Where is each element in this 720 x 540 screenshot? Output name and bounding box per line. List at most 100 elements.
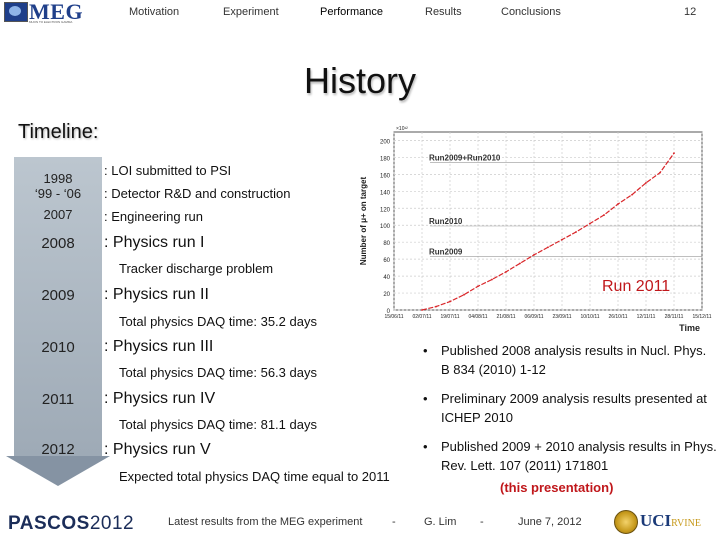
x-tick-label: 23/09/11 bbox=[552, 314, 571, 320]
year-2010: 2010 bbox=[41, 339, 75, 356]
annotation-run2009: Run2009 bbox=[429, 248, 463, 257]
bullet-dot-icon: • bbox=[423, 439, 428, 454]
series-point bbox=[659, 171, 661, 174]
timeline-text-2007: : Engineering run bbox=[104, 209, 204, 224]
footer-date: June 7, 2012 bbox=[518, 516, 582, 528]
series-point bbox=[491, 278, 493, 281]
footer-talk-title: Latest results from the MEG experiment bbox=[168, 516, 363, 528]
series-point bbox=[477, 285, 479, 288]
year-2011: 2011 bbox=[41, 391, 75, 408]
timeline-text-2012: : Physics run V bbox=[104, 441, 211, 458]
y-tick-label: 40 bbox=[383, 275, 390, 281]
year-2009: 2009 bbox=[41, 287, 75, 304]
year-2007: 2007 bbox=[43, 207, 73, 222]
x-tick-label: 10/10/11 bbox=[580, 314, 599, 320]
year-99-06: ‘99 - ‘06 bbox=[34, 186, 82, 201]
y-tick-label: 140 bbox=[380, 190, 391, 196]
page-number: 12 bbox=[684, 6, 697, 18]
nav-experiment[interactable]: Experiment bbox=[223, 6, 279, 18]
run-2011-label: Run 2011 bbox=[602, 278, 671, 295]
x-tick-label: 28/11/11 bbox=[665, 314, 684, 320]
pascos-logo-year: 2012 bbox=[89, 513, 135, 534]
footer-separator: - bbox=[392, 516, 396, 528]
y-tick-label: 120 bbox=[380, 207, 391, 213]
this-presentation-note: (this presentation) bbox=[500, 480, 614, 495]
timeline-note-2012: Expected total physics DAQ time equal to… bbox=[119, 469, 390, 484]
y-axis-exponent: ×10¹² bbox=[396, 126, 408, 132]
series-point bbox=[561, 238, 563, 241]
plot-frame bbox=[393, 131, 703, 311]
x-tick-label: 26/10/11 bbox=[608, 314, 627, 320]
bullet-dot-icon: • bbox=[423, 343, 428, 358]
x-tick-label: 12/11/11 bbox=[637, 314, 656, 320]
nav-conclusions[interactable]: Conclusions bbox=[501, 6, 561, 18]
muons-on-target-chart: 0 20 40 60 80 100 120 140 160 180 200 15/06/11 02/07… bbox=[359, 126, 712, 333]
year-1998: 1998 bbox=[43, 171, 73, 186]
series-point bbox=[519, 262, 521, 265]
x-axis-label: Time bbox=[679, 323, 700, 333]
year-2012: 2012 bbox=[41, 441, 75, 458]
timeline-text-99-06: : Detector R&D and construction bbox=[104, 186, 291, 201]
y-tick-label: 160 bbox=[380, 173, 391, 179]
timeline-text-2011: : Physics run IV bbox=[104, 390, 216, 407]
timeline-note-2008: Tracker discharge problem bbox=[119, 261, 274, 276]
nav-motivation[interactable]: Motivation bbox=[129, 6, 180, 18]
series-point bbox=[435, 305, 437, 308]
series-point bbox=[533, 254, 535, 256]
meg-logo-icon bbox=[4, 2, 28, 22]
uci-seal-icon bbox=[614, 510, 638, 534]
timeline-text-2009: : Physics run II bbox=[104, 286, 209, 303]
meg-logo-subtitle: MUON TO ELECTRON GAMMA bbox=[29, 20, 73, 24]
nav-performance[interactable]: Performance bbox=[320, 6, 383, 18]
pascos-logo: PASCOS2012 bbox=[8, 513, 134, 535]
timeline-text-1998: : LOI submitted to PSI bbox=[104, 163, 232, 178]
series-point bbox=[673, 152, 675, 155]
bullet-preliminary-2009: • Preliminary 2009 analysis results pres… bbox=[423, 391, 707, 425]
x-tick-label: 19/07/11 bbox=[440, 314, 459, 320]
y-axis-label: Number of μ+ on target bbox=[359, 177, 368, 266]
timeline-note-2011: Total physics DAQ time: 81.1 days bbox=[119, 417, 317, 432]
annotation-run2009-run2010: Run2009+Run2010 bbox=[429, 153, 501, 162]
annotation-run2010: Run2010 bbox=[429, 217, 463, 226]
series-point bbox=[617, 203, 619, 205]
uci-logo-text: UCI bbox=[640, 511, 672, 530]
timeline-text-2008: : Physics run I bbox=[104, 234, 205, 251]
footer-speaker: G. Lim bbox=[424, 516, 457, 528]
year-2008: 2008 bbox=[41, 235, 75, 252]
timeline-note-2009: Total physics DAQ time: 35.2 days bbox=[119, 314, 317, 329]
series-point bbox=[449, 300, 451, 303]
uci-logo-sub: RVINE bbox=[671, 518, 701, 529]
series-point bbox=[505, 270, 507, 273]
y-tick-label: 180 bbox=[380, 156, 391, 162]
series-point bbox=[645, 181, 647, 184]
y-tick-label: 80 bbox=[383, 241, 390, 247]
y-tick-label: 200 bbox=[380, 139, 391, 145]
bullet-dot-icon: • bbox=[423, 391, 428, 406]
timeline-heading: Timeline: bbox=[18, 121, 99, 143]
timeline-text-2010: : Physics run III bbox=[104, 338, 214, 355]
timeline-note-2010: Total physics DAQ time: 56.3 days bbox=[119, 365, 317, 380]
y-tick-label: 100 bbox=[380, 224, 391, 230]
footer-separator: - bbox=[480, 516, 484, 528]
nav-results[interactable]: Results bbox=[425, 6, 462, 18]
bullet-published-2008: • Published 2008 analysis results in Nuc… bbox=[423, 343, 707, 377]
series-point bbox=[575, 231, 577, 233]
x-tick-label: 15/06/11 bbox=[384, 314, 403, 320]
bullet-published-2009-2010: • Published 2009 + 2010 analysis results… bbox=[423, 439, 717, 473]
series-point bbox=[463, 293, 465, 296]
x-tick-label: 21/08/11 bbox=[496, 314, 515, 320]
x-tick-label: 04/08/11 bbox=[468, 314, 487, 320]
y-tick-label: 0 bbox=[387, 309, 391, 315]
uci-logo: UCIRVINE bbox=[640, 511, 701, 531]
x-tick-label: 06/09/11 bbox=[524, 314, 543, 320]
y-tick-label: 60 bbox=[383, 258, 390, 264]
series-point bbox=[589, 222, 591, 225]
timeline-bar bbox=[14, 157, 102, 457]
series-point bbox=[631, 193, 633, 196]
x-tick-label: 02/07/11 bbox=[412, 314, 431, 320]
pascos-logo-text: PASCOS bbox=[8, 513, 90, 534]
meg-logo-text: MEG bbox=[29, 0, 84, 24]
x-tick-label: 15/12/11 bbox=[692, 314, 711, 320]
series-point bbox=[603, 214, 605, 216]
series-point bbox=[547, 246, 549, 249]
